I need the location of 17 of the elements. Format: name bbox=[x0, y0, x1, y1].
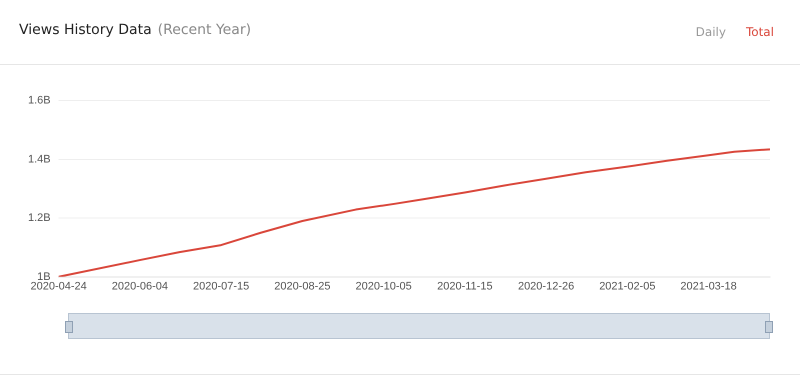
x-tick-label: 2020-08-25 bbox=[274, 280, 330, 292]
y-tick-label: 1.6B bbox=[28, 94, 51, 107]
x-tick-label: 2020-12-26 bbox=[518, 280, 574, 292]
chart-subtitle: (Recent Year) bbox=[158, 22, 252, 38]
x-tick-label: 2020-04-24 bbox=[30, 280, 87, 292]
y-tick-label: 1B bbox=[37, 270, 51, 283]
x-tick-label: 2020-07-15 bbox=[192, 280, 250, 292]
x-tick-label: 2020-10-05 bbox=[355, 280, 412, 292]
x-tick-label: 2021-02-05 bbox=[599, 280, 656, 292]
y-tick-label: 1.2B bbox=[28, 212, 51, 224]
text: Total bbox=[746, 25, 774, 39]
y-tick-label: 1.4B bbox=[28, 153, 51, 166]
text: Daily bbox=[696, 25, 726, 39]
x-tick-label: 2021-03-18 bbox=[680, 280, 737, 292]
chart-title: Views History Data bbox=[19, 22, 152, 38]
x-tick-label: 2020-11-15 bbox=[437, 280, 493, 292]
x-tick-label: 2020-06-04 bbox=[112, 280, 168, 292]
